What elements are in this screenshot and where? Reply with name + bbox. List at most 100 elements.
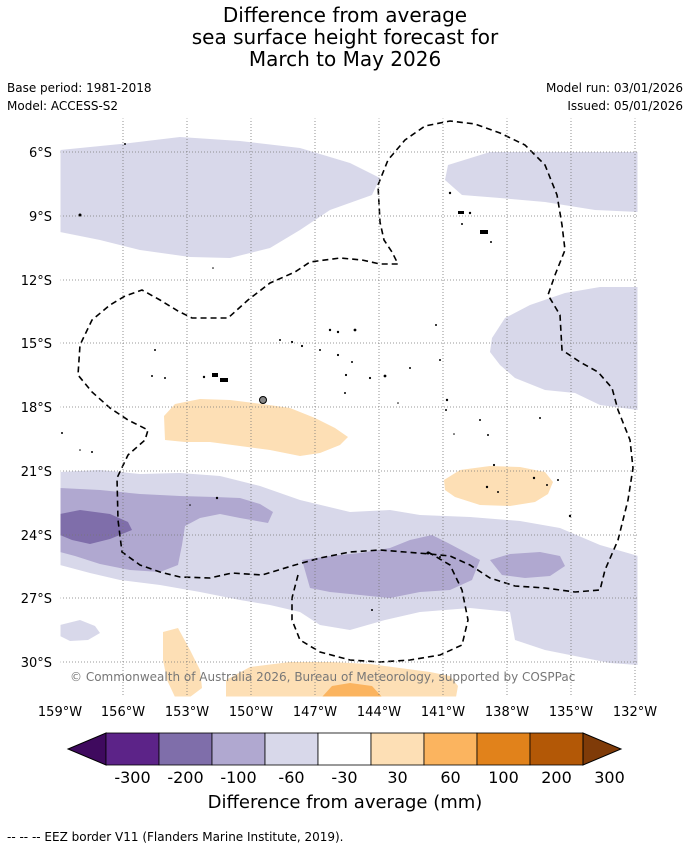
island [557,479,559,481]
lat-tick-label: 6°S [29,146,52,161]
eez-border-central [77,120,634,593]
island [439,556,441,558]
colorbar-segment [211,732,266,766]
island [336,330,340,334]
island [344,373,348,377]
island [259,396,267,404]
island [383,374,387,378]
map-frame [59,117,639,698]
colorbar-extend-low [66,732,107,766]
island [290,340,294,344]
colorbar-segment [529,732,584,766]
colorbar-tick-label: -60 [278,768,304,787]
map-area: © Commonwealth of Australia 2026, Bureau… [60,118,638,697]
colorbar-tick-label: -200 [167,768,203,787]
anomaly-region-orange-central [164,399,348,456]
island [344,392,346,394]
latitude-axis: 6°S 9°S 12°S 15°S 18°S 21°S 24°S 27°S 30°S [21,146,52,671]
island [279,339,281,341]
colorbar-extend-high [582,732,623,766]
lat-tick-label: 27°S [21,592,52,607]
island [212,267,214,269]
anomaly-region-dark-purple [60,510,132,544]
lat-tick-label: 24°S [21,529,52,544]
chart-title: Difference from average sea surface heig… [0,4,690,70]
island [532,476,536,480]
lon-tick-label: 159°W [38,705,82,720]
lat-tick-label: 9°S [29,210,52,225]
island [479,419,481,421]
island [202,375,206,379]
island [546,484,548,486]
island [61,432,63,434]
anomaly-region-orange-south-west [163,628,202,697]
island [215,496,219,500]
colorbar-tick-label: -100 [220,768,256,787]
island [353,328,357,332]
lon-tick-label: 153°W [165,705,209,720]
island [453,433,455,435]
longitude-axis: 159°W 156°W 153°W 150°W 147°W 144°W 141°W 138°W… [38,705,657,720]
colorbar-tick-label: 30 [387,768,407,787]
colorbar-segment [370,732,425,766]
island [445,398,449,402]
island [487,434,489,436]
lon-tick-label: 144°W [357,705,401,720]
island [435,324,437,326]
island [492,463,496,467]
grid-lines [60,118,638,697]
island [368,376,372,380]
base-period: Base period: 1981-2018 [7,81,152,95]
lat-tick-label: 21°S [21,465,52,480]
lon-tick-label: 150°W [229,705,273,720]
issued-date: Issued: 05/01/2026 [567,99,683,113]
island [220,378,228,382]
island [461,223,463,225]
eez-legend: -- -- -- EEZ border V11 (Flanders Marine… [7,830,344,844]
lat-tick-label: 30°S [21,656,52,671]
colorbar-title: Difference from average (mm) [207,792,483,813]
island [490,241,492,243]
island [445,409,447,411]
colorbar-tick-label: 300 [594,768,625,787]
colorbar: -300 -200 -100 -60 -30 30 60 100 200 300 [66,732,625,787]
title-line-3: March to May 2026 [248,47,442,71]
island [189,504,191,506]
island [480,230,488,234]
colorbar-segment [476,732,531,766]
anomaly-region-purple-central [302,535,480,598]
title-line-2: sea surface height forecast for [191,25,499,49]
colorbar-tick-label: -300 [114,768,150,787]
island [458,211,464,214]
colorbar-segment [264,732,319,766]
island [497,491,499,493]
island [409,367,411,369]
colorbar-tick-label: 200 [541,768,572,787]
island [468,211,472,215]
island [154,349,156,351]
meta-left: Base period: 1981-2018 Model: ACCESS-S2 [7,79,152,115]
island [78,213,82,217]
lon-tick-label: 138°W [485,705,529,720]
colorbar-segment [317,732,372,766]
island [328,328,332,332]
meta-right: Model run: 03/01/2026 Issued: 05/01/2026 [546,79,683,115]
island [426,551,430,555]
island [397,402,399,404]
island [336,353,340,357]
island [124,143,126,145]
island [164,377,166,379]
anomaly-region-purple-east [490,552,565,578]
island [151,375,153,377]
anomaly-region-purple-west [60,488,273,572]
lat-tick-label: 18°S [21,401,52,416]
title-line-1: Difference from average [222,3,468,27]
lat-tick-label: 15°S [21,337,52,352]
colorbar-tick-label: 100 [488,768,519,787]
anomaly-region-orange-east [444,466,553,506]
island [79,449,81,451]
anomaly-region-south-west-small [60,620,100,641]
lon-tick-label: 141°W [421,705,465,720]
island [371,609,373,611]
